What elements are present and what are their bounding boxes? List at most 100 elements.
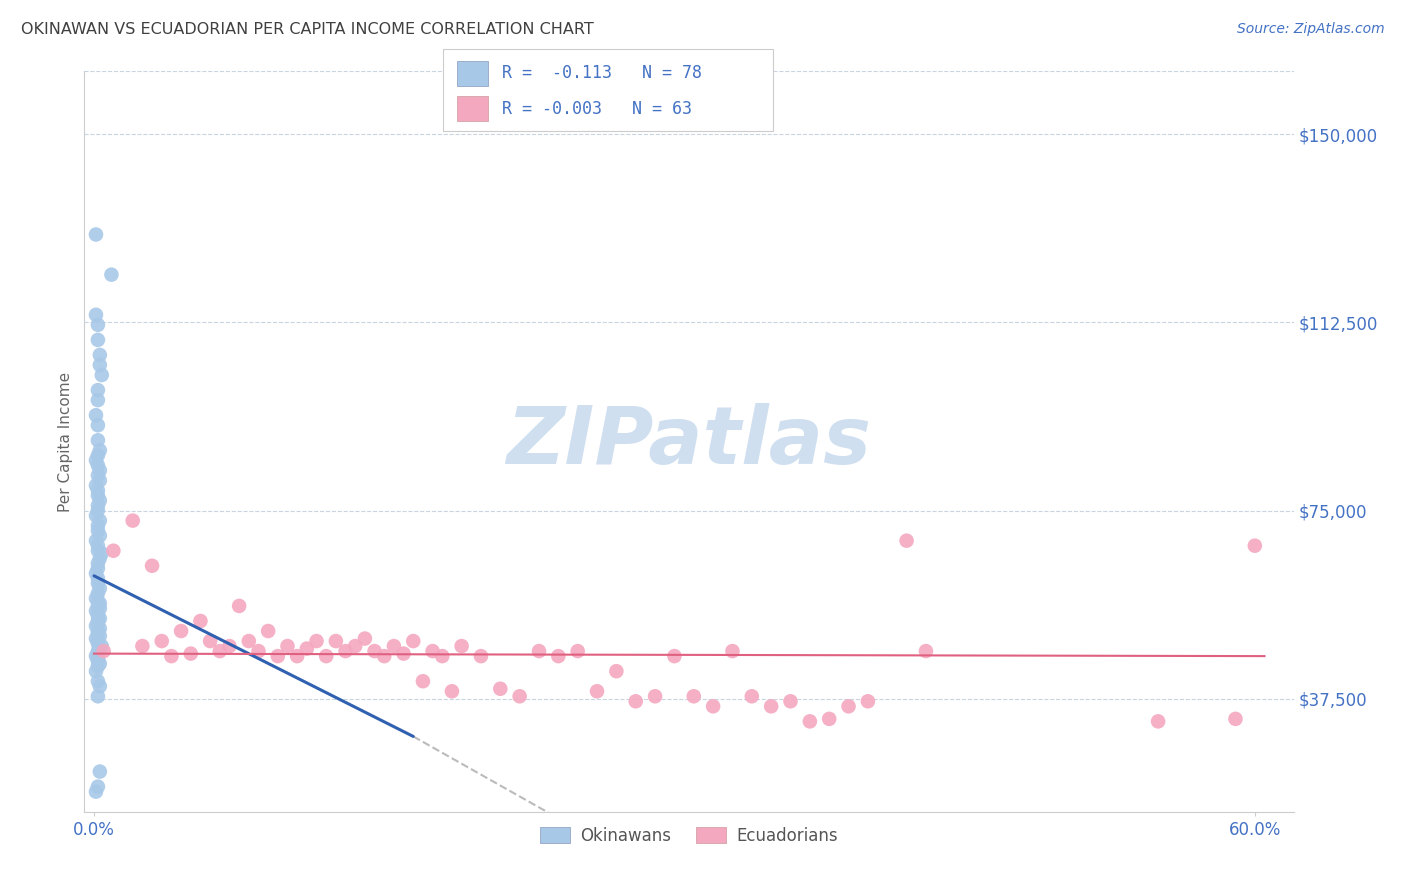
Point: [87, 780, 110, 794]
Point: [89, 529, 111, 543]
Point: [799, 714, 821, 729]
Point: [89, 443, 111, 458]
Point: [87, 333, 110, 347]
Point: [682, 690, 704, 704]
Point: [422, 644, 444, 658]
Y-axis label: Per Capita Income: Per Capita Income: [58, 371, 73, 512]
Point: [305, 634, 328, 648]
Point: [89, 596, 111, 610]
Text: OKINAWAN VS ECUADORIAN PER CAPITA INCOME CORRELATION CHART: OKINAWAN VS ECUADORIAN PER CAPITA INCOME…: [21, 22, 593, 37]
Point: [170, 624, 193, 638]
Point: [84, 604, 107, 618]
Point: [87, 636, 110, 650]
Point: [89, 601, 111, 615]
Point: [87, 539, 110, 553]
Point: [87, 571, 110, 585]
Point: [87, 594, 110, 608]
Point: [335, 644, 357, 658]
Point: [267, 649, 290, 664]
Point: [87, 483, 110, 498]
Point: [160, 649, 183, 664]
Point: [509, 690, 531, 704]
Point: [89, 622, 111, 636]
Point: [141, 558, 163, 573]
Point: [84, 649, 107, 664]
Point: [586, 684, 609, 698]
Point: [89, 514, 111, 528]
Point: [84, 478, 107, 492]
Point: [87, 576, 110, 591]
Point: [489, 681, 512, 696]
Point: [87, 614, 110, 628]
Point: [87, 418, 110, 433]
Point: [87, 644, 110, 658]
Point: [87, 499, 110, 513]
Point: [87, 561, 110, 575]
Point: [87, 616, 110, 631]
Point: [392, 647, 415, 661]
Point: [87, 434, 110, 448]
Point: [84, 508, 107, 523]
Point: [856, 694, 879, 708]
Point: [450, 639, 472, 653]
Point: [295, 641, 318, 656]
Point: [190, 614, 212, 628]
Point: [84, 619, 107, 633]
Text: Source: ZipAtlas.com: Source: ZipAtlas.com: [1237, 22, 1385, 37]
Point: [89, 551, 111, 566]
Point: [87, 674, 110, 689]
Point: [432, 649, 454, 664]
Point: [87, 383, 110, 397]
Point: [741, 690, 763, 704]
Point: [818, 712, 841, 726]
Point: [276, 639, 298, 653]
Point: [87, 690, 110, 704]
Point: [87, 624, 110, 638]
Point: [84, 784, 107, 798]
Point: [527, 644, 550, 658]
Point: [89, 582, 111, 596]
Point: [87, 468, 110, 483]
Point: [89, 764, 111, 779]
Point: [89, 611, 111, 625]
Point: [87, 458, 110, 473]
Point: [90, 546, 112, 560]
Point: [87, 647, 110, 661]
Point: [915, 644, 938, 658]
Point: [84, 227, 107, 242]
Point: [87, 556, 110, 570]
Point: [624, 694, 647, 708]
Point: [89, 358, 111, 372]
Point: [84, 664, 107, 678]
Point: [87, 586, 110, 600]
Point: [87, 524, 110, 538]
Point: [247, 644, 270, 658]
Point: [759, 699, 782, 714]
Point: [87, 448, 110, 462]
Text: R =  -0.113   N = 78: R = -0.113 N = 78: [502, 64, 702, 82]
Point: [89, 657, 111, 671]
Text: R = -0.003   N = 63: R = -0.003 N = 63: [502, 100, 692, 118]
Point: [238, 634, 260, 648]
Point: [87, 654, 110, 668]
Point: [208, 644, 231, 658]
Point: [363, 644, 385, 658]
Point: [90, 368, 112, 382]
Point: [89, 629, 111, 643]
Point: [547, 649, 569, 664]
Point: [84, 453, 107, 467]
Point: [228, 599, 250, 613]
Point: [218, 639, 240, 653]
Point: [89, 474, 111, 488]
Point: [315, 649, 337, 664]
Point: [87, 607, 110, 621]
Point: [87, 503, 110, 517]
Point: [87, 488, 110, 502]
Point: [1225, 712, 1247, 726]
Point: [664, 649, 686, 664]
Point: [702, 699, 724, 714]
Point: [93, 644, 115, 658]
Point: [131, 639, 153, 653]
Point: [84, 533, 107, 548]
Point: [285, 649, 308, 664]
